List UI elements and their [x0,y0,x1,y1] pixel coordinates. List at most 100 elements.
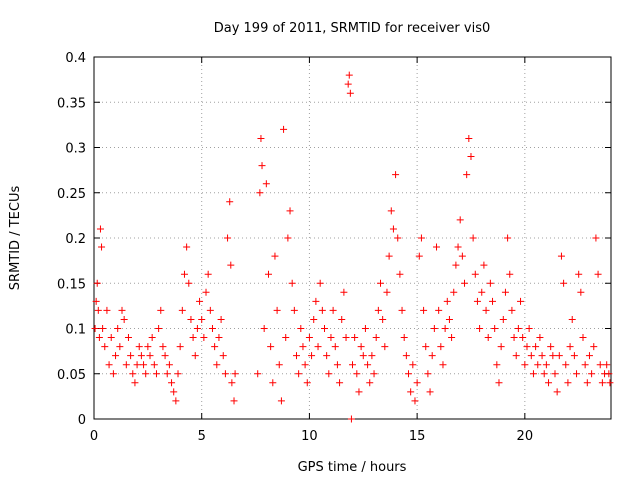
data-point [545,379,553,387]
data-point [385,252,393,260]
data-point [454,243,462,251]
x-tick-label: 10 [301,429,318,444]
data-point [405,370,413,378]
data-point [257,134,265,142]
data-point [579,334,587,342]
data-point [383,288,391,296]
data-point [91,325,99,332]
data-point [295,370,303,378]
axis-ticks: 0 0.05 0.1 0.15 0.2 0.25 0.3 0.35 0.4 0 5 10 15 20 [57,51,611,444]
x-axis-label: GPS time / hours [298,460,407,475]
data-point [575,270,583,278]
data-point [155,325,163,332]
data-point [256,189,264,197]
data-point [208,325,216,332]
data-point [316,279,324,287]
data-point [450,288,458,296]
data-point [542,361,550,369]
data-point [277,397,285,405]
data-point [271,252,279,260]
data-point [564,379,572,387]
data-point [320,325,328,332]
data-point [486,279,494,287]
data-point [273,306,281,314]
data-point [372,334,380,342]
data-point [204,270,212,278]
data-point [260,325,268,332]
data-point [318,306,326,314]
data-point [183,243,191,251]
grid-lines [94,57,611,419]
data-point [557,252,565,260]
data-point [327,334,335,342]
data-point [224,234,232,242]
data-point [364,361,372,369]
data-point [482,306,490,314]
data-point [426,388,434,396]
data-point [428,352,436,360]
data-point [129,370,137,378]
data-point [215,334,223,342]
y-tick-label: 0.05 [57,368,86,383]
data-point [551,370,559,378]
data-point [219,352,227,360]
data-point [96,225,104,233]
chart-title: Day 199 of 2011, SRMTID for receiver vis… [214,21,491,36]
data-point [469,234,477,242]
data-point [124,334,132,342]
data-point [389,225,397,233]
data-point [137,352,145,360]
data-point [534,361,542,369]
data-point [206,306,214,314]
data-point [202,288,210,296]
data-point [342,334,350,342]
data-point [461,279,469,287]
data-point [525,325,533,332]
data-point [98,243,106,251]
data-point [217,315,225,323]
data-point [473,297,481,305]
data-point [297,325,305,332]
data-point [191,352,199,360]
data-point [478,288,486,296]
data-point [499,315,507,323]
data-point [282,334,290,342]
data-point [413,379,421,387]
data-point [448,334,456,342]
y-tick-label: 0.3 [65,142,86,157]
data-point [189,334,197,342]
data-point [144,343,152,351]
data-point [523,343,531,351]
data-point [400,334,408,342]
data-point [445,315,453,323]
data-point [430,325,438,332]
x-tick-label: 15 [409,429,426,444]
data-point [142,370,150,378]
data-point [187,315,195,323]
data-point [493,361,501,369]
data-point [588,370,596,378]
data-point [347,415,355,423]
y-tick-label: 0.2 [65,232,86,247]
data-point [213,361,221,369]
data-point [465,134,473,142]
data-point [101,343,109,351]
data-point [176,343,184,351]
data-point [112,352,120,360]
data-point [458,252,466,260]
data-point [198,315,206,323]
data-point [157,306,165,314]
data-point [140,361,148,369]
data-point [394,234,402,242]
data-point [420,306,428,314]
data-point [452,261,460,269]
data-point [590,343,598,351]
data-point [366,379,374,387]
y-tick-label: 0.25 [57,187,86,202]
data-point [122,361,130,369]
data-point [93,279,101,287]
data-point [433,243,441,251]
data-point [370,370,378,378]
data-point [305,334,313,342]
data-point [603,361,611,369]
